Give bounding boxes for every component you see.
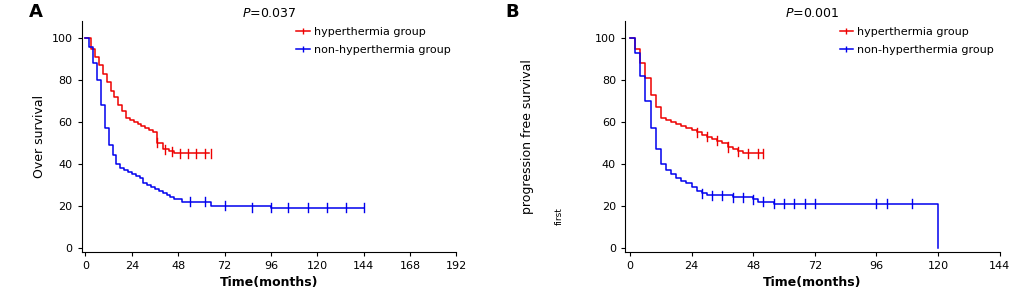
- Legend: hyperthermia group, non-hyperthermia group: hyperthermia group, non-hyperthermia gro…: [839, 27, 994, 55]
- X-axis label: Time(months): Time(months): [762, 276, 861, 289]
- Y-axis label: Over survival: Over survival: [33, 95, 46, 178]
- Text: progression free survival: progression free survival: [521, 59, 534, 214]
- Text: B: B: [504, 3, 518, 21]
- Legend: hyperthermia group, non-hyperthermia group: hyperthermia group, non-hyperthermia gro…: [296, 27, 450, 55]
- Text: first: first: [554, 207, 564, 225]
- X-axis label: Time(months): Time(months): [219, 276, 318, 289]
- Text: A: A: [30, 3, 43, 21]
- Title: $\mathit{P}$=0.001: $\mathit{P}$=0.001: [785, 7, 839, 20]
- Title: $\mathit{P}$=0.037: $\mathit{P}$=0.037: [242, 7, 296, 20]
